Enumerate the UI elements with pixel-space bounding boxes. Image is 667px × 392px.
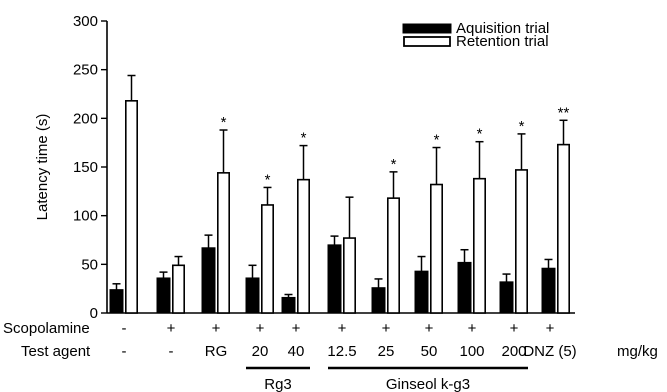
scopolamine-sign: + [425,320,434,337]
test-agent-dose: 20 [252,343,269,360]
scopolamine-sign: + [167,320,176,337]
scopolamine-sign: + [338,320,347,337]
bar-acquisition [109,289,124,314]
test-agent-dose: 200 [501,343,526,360]
significance-marker: * [477,126,483,143]
y-tick-label: 300 [73,13,98,30]
axes: 0 50 100 150 200 250 300 [73,13,575,322]
group-label: Ginseol k-g3 [386,376,470,392]
bar-retention [260,204,274,314]
test-agent-dose: RG [205,343,228,360]
treatment-rows: Scopolamine Test agent - - + - + RG +20 +40 +12.5 +… [3,320,658,392]
y-axis-label: Latency time (s) [34,114,51,221]
scopolamine-sign: + [468,320,477,337]
bar-acquisition [371,287,386,314]
legend-label: Aquisition trial [456,20,549,37]
test-agent-dose: 50 [421,343,438,360]
scopolamine-sign: + [256,320,265,337]
bar-retention [172,264,186,314]
group-label: Rg3 [264,376,292,392]
scopolamine-row-label: Scopolamine [3,320,90,337]
bar-retention [217,172,231,314]
significance-marker: * [434,132,440,149]
bar-acquisition [499,281,514,314]
bar-retention [514,169,528,314]
significance-marker: * [265,171,271,188]
scopolamine-sign: + [292,320,301,337]
bar-acquisition [327,244,342,314]
bar-acquisition [541,267,556,314]
bar-retention [386,197,400,314]
test-agent-dose: 12.5 [327,343,356,360]
scopolamine-sign: + [510,320,519,337]
y-tick-label: 150 [73,159,98,176]
y-tick-label: 250 [73,62,98,79]
bar-acquisition [281,296,296,314]
significance-marker: * [391,156,397,173]
significance-marker: * [301,130,307,147]
y-tick-label: 200 [73,110,98,127]
bar-retention [342,237,356,314]
scopolamine-sign: - [122,320,127,337]
test-agent-row-label: Test agent [21,343,91,360]
bar-retention [429,183,443,314]
test-agent-dose: - [122,343,127,360]
significance-marker: * [221,114,227,131]
legend-swatch-acquisition [402,23,452,34]
bar-acquisition [245,277,260,314]
legend-label: Retention trial [456,33,549,50]
bar-acquisition [201,247,216,314]
significance-marker: ** [558,104,570,121]
bar-acquisition [156,277,171,314]
bar-acquisition [414,270,429,314]
bar-retention [125,100,139,314]
y-tick-label: 100 [73,208,98,225]
significance-marker: * [519,118,525,135]
test-agent-dose: - [169,343,174,360]
test-agent-dose: DNZ (5) [523,343,576,360]
dose-unit: mg/kg [617,343,658,360]
scopolamine-sign: + [382,320,391,337]
bars: ***** * *** [109,74,570,314]
scopolamine-sign: + [546,320,555,337]
y-tick-label: 0 [90,305,98,322]
scopolamine-sign: + [212,320,221,337]
bar-retention [556,143,570,314]
bar-retention [296,178,310,314]
test-agent-dose: 100 [459,343,484,360]
test-agent-dose: 40 [288,343,305,360]
test-agent-dose: 25 [378,343,395,360]
y-tick-label: 50 [81,256,98,273]
legend-swatch-retention [403,36,451,47]
bar-retention [472,177,486,314]
bar-acquisition [457,261,472,314]
